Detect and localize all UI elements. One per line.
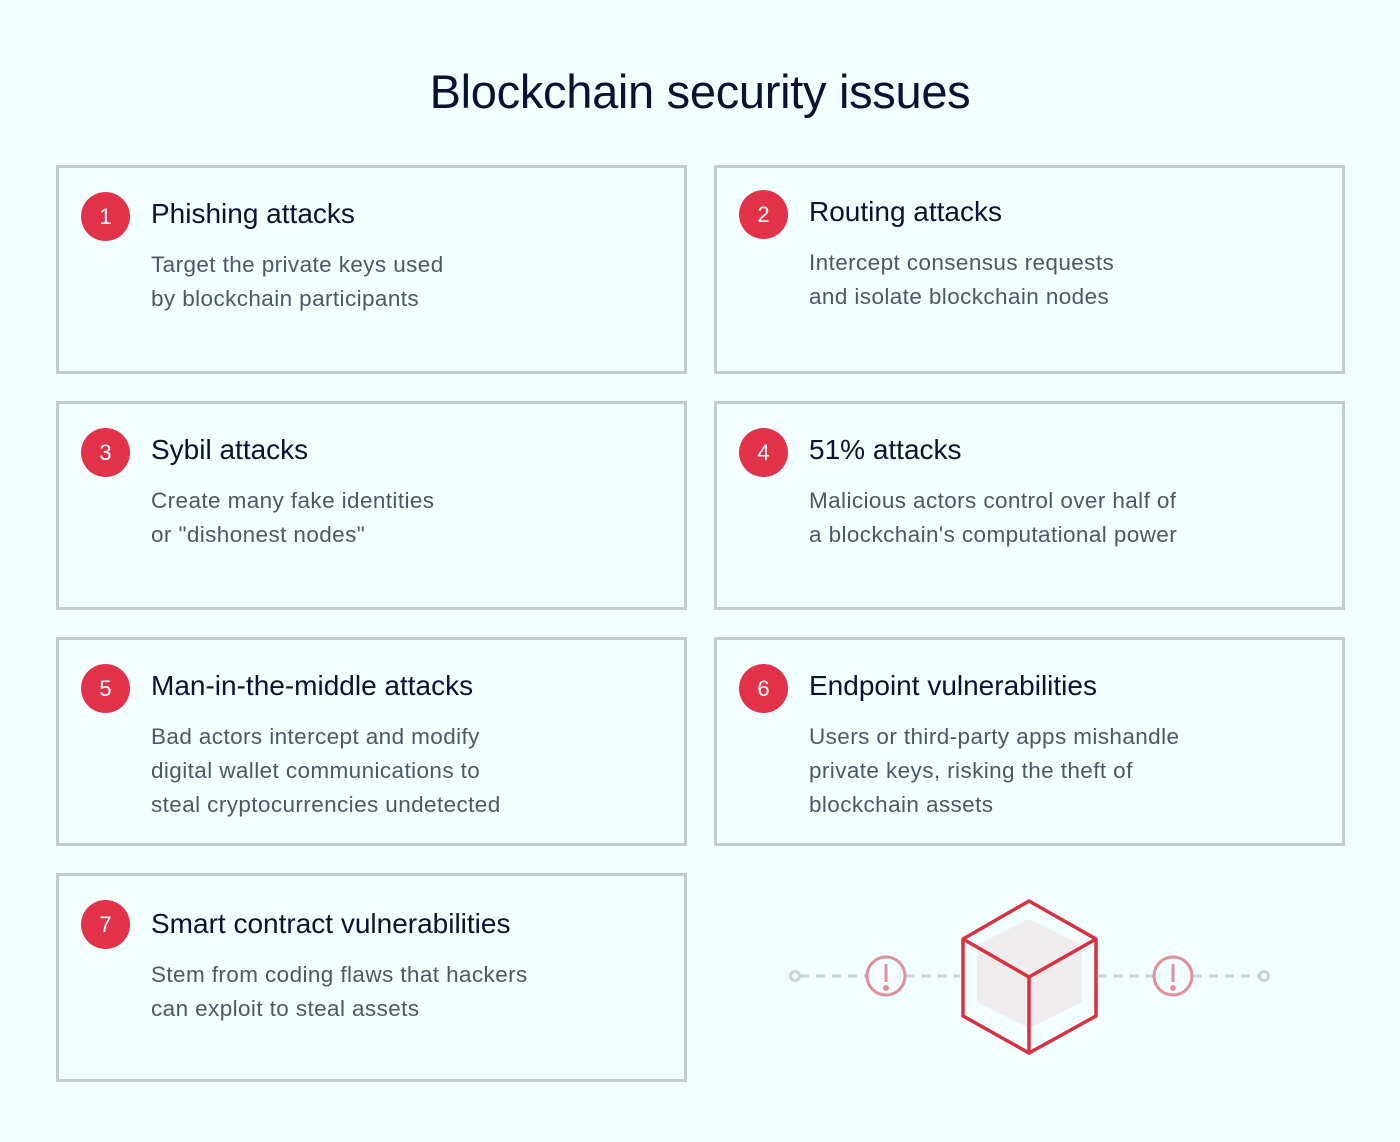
- card-title: Sybil attacks: [151, 434, 309, 465]
- card-title: Man-in-the-middle attacks: [151, 670, 474, 701]
- card-51-percent-attacks: 4 51% attacks Malicious actors control o…: [714, 401, 1345, 610]
- card-description: Bad actors intercept and modify digital …: [151, 724, 501, 817]
- card-man-in-the-middle-attacks: 5 Man-in-the-middle attacks Bad actors i…: [56, 637, 687, 846]
- cube-icon: [961, 899, 1098, 1055]
- card-phishing-attacks: 1 Phishing attacks Target the private ke…: [56, 165, 687, 374]
- card-description: Intercept consensus requests and isolate…: [809, 250, 1115, 309]
- card-sybil-attacks: 3 Sybil attacks Create many fake identit…: [56, 401, 687, 610]
- node-icon: [1258, 970, 1270, 982]
- number-badge: 7: [81, 900, 130, 949]
- card-description: Users or third-party apps mishandle priv…: [809, 724, 1180, 817]
- dashed-connector: [789, 970, 1270, 982]
- number-badge: 1: [81, 192, 130, 241]
- blockchain-illustration: [789, 899, 1270, 1055]
- card-endpoint-vulnerabilities: 6 Endpoint vulnerabilities Users or thir…: [714, 637, 1345, 846]
- card-title: Phishing attacks: [151, 198, 355, 229]
- card-title: Smart contract vulnerabilities: [151, 908, 511, 939]
- number-badge: 4: [739, 428, 788, 477]
- card-description: Stem from coding flaws that hackers can …: [151, 962, 528, 1021]
- number-badge: 6: [739, 664, 788, 713]
- card-title: Routing attacks: [809, 196, 1002, 227]
- card-smart-contract-vulnerabilities: 7 Smart contract vulnerabilities Stem fr…: [56, 873, 687, 1082]
- card-description: Create many fake identities or "dishones…: [151, 488, 435, 547]
- card-description: Target the private keys used by blockcha…: [151, 252, 444, 311]
- alert-icon: [1152, 955, 1194, 997]
- card-title: 51% attacks: [809, 434, 962, 465]
- node-icon: [789, 970, 801, 982]
- card-title: Endpoint vulnerabilities: [809, 670, 1097, 701]
- page-title: Blockchain security issues: [429, 65, 971, 118]
- number-badge: 3: [81, 428, 130, 477]
- card-routing-attacks: 2 Routing attacks Intercept consensus re…: [714, 165, 1345, 374]
- card-description: Malicious actors control over half of a …: [809, 488, 1178, 547]
- alert-icon: [865, 955, 907, 997]
- number-badge: 2: [739, 190, 788, 239]
- number-badge: 5: [81, 664, 130, 713]
